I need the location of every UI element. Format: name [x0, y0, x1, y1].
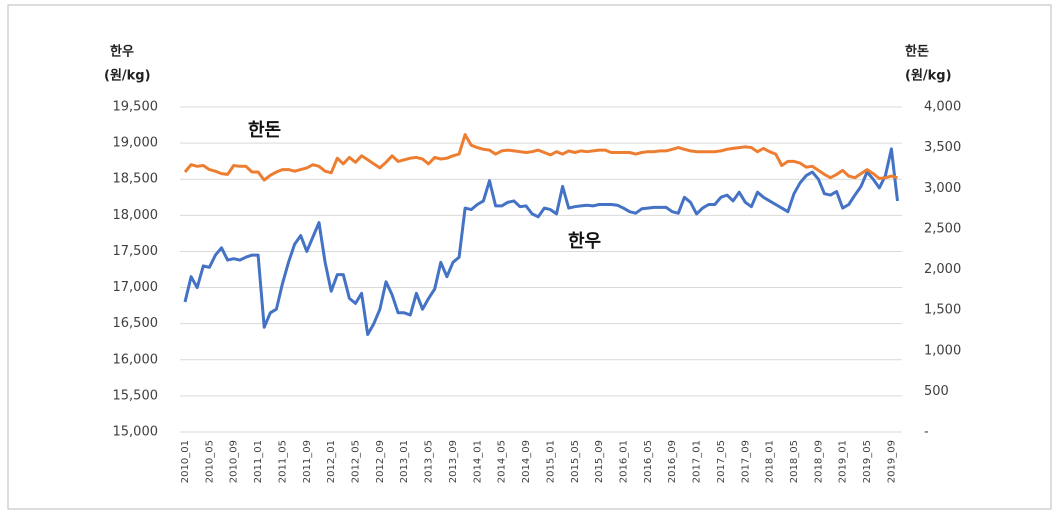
x-tick-label: 2018_05 [789, 440, 800, 483]
x-tick-label: 2015_09 [594, 440, 605, 483]
y2-tick-label: 500 [924, 384, 949, 399]
y-tick-label: 16,500 [113, 316, 159, 331]
x-tick-label: 2011_01 [253, 440, 264, 483]
x-tick-label: 2010_05 [204, 440, 215, 483]
y2-tick-label: 3,500 [924, 140, 961, 155]
x-tick-label: 2016_05 [643, 440, 654, 483]
x-tick-label: 2019_01 [838, 440, 849, 483]
x-tick-label: 2016_01 [618, 440, 629, 483]
x-tick-label: 2017_09 [740, 440, 751, 483]
x-tick-label: 2011_05 [277, 440, 288, 483]
x-tick-label: 2012_09 [375, 440, 386, 483]
x-tick-label: 2013_05 [424, 440, 435, 483]
y2-tick-label: 4,000 [924, 100, 961, 115]
data-line [183, 133, 898, 182]
x-tick-label: 2012_01 [326, 440, 337, 483]
y-tick-label: 17,000 [113, 280, 159, 295]
x-tick-label: 2015_05 [570, 440, 581, 483]
chart-frame [7, 4, 1052, 510]
y-axis-title: 한우 [110, 44, 134, 60]
x-tick-label: 2014_05 [497, 440, 508, 483]
y2-axis-title: 한돈 [905, 44, 929, 60]
y-tick-label: 17,500 [113, 244, 159, 259]
y-tick-label: 15,000 [113, 425, 159, 440]
x-tick-label: 2019_09 [886, 440, 897, 483]
data-line [183, 147, 899, 336]
y2-tick-label: 2,000 [924, 262, 961, 277]
annotation: 한돈 [248, 120, 281, 141]
y-tick-label: 19,000 [113, 136, 159, 151]
x-tick-label: 2016_09 [667, 440, 678, 483]
x-tick-label: 2019_05 [862, 440, 873, 483]
y2-tick-label: - [924, 425, 929, 440]
x-tick-label: 2010_09 [229, 440, 240, 483]
x-tick-label: 2017_01 [692, 440, 703, 483]
y2-tick-label: 1,500 [924, 303, 961, 318]
x-tick-label: 2011_09 [302, 440, 313, 483]
x-tick-label: 2013_01 [399, 440, 410, 483]
y-tick-label: 15,500 [113, 388, 159, 403]
y2-axis-unit: (원/kg) [905, 69, 952, 84]
annotation: 한우 [568, 231, 601, 252]
y-tick-label: 19,500 [113, 100, 159, 115]
x-tick-label: 2017_05 [716, 440, 727, 483]
x-tick-label: 2012_05 [351, 440, 362, 483]
y2-tick-label: 3,000 [924, 181, 961, 196]
x-tick-label: 2014_09 [521, 440, 532, 483]
x-tick-label: 2015_01 [545, 440, 556, 483]
x-tick-label: 2014_01 [472, 440, 483, 483]
x-tick-label: 2018_09 [813, 440, 824, 483]
x-tick-label: 2018_01 [765, 440, 776, 483]
x-tick-label: 2013_09 [448, 440, 459, 483]
x-tick-label: 2010_01 [180, 440, 191, 483]
y2-tick-label: 2,500 [924, 221, 961, 236]
y2-tick-label: 1,000 [924, 343, 961, 358]
y-axis-unit: (원/kg) [104, 69, 151, 84]
y-tick-label: 16,000 [113, 352, 159, 367]
y-tick-label: 18,000 [113, 208, 159, 223]
y-tick-label: 18,500 [113, 172, 159, 187]
